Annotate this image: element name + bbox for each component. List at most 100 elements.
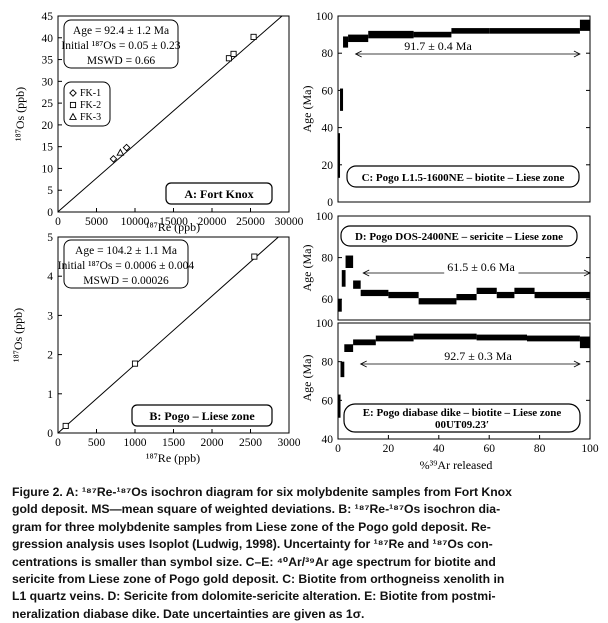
panel-c-y-tick-label: 0 [327, 197, 333, 209]
panel-d-label: D: Pogo DOS-2400NE – sericite – Liese zo… [355, 231, 563, 243]
panel-e-step [375, 335, 414, 342]
panel-b-point [251, 253, 258, 260]
panel-d-step [496, 291, 515, 299]
panel-e-y-tick-label: 100 [316, 318, 334, 330]
panel-b-x-tick-label: 3000 [278, 437, 301, 449]
panel-a-regression-line [57, 15, 283, 213]
panel-e-steps [338, 333, 590, 418]
panel-b-x-label: ¹⁸⁷Re (ppb) [146, 451, 200, 465]
panel-d-steps [338, 255, 590, 312]
panel-e-age-spectrum: 40 60 80 100 0 20 40 60 80 100 92.7 ± 0.3 Ma Age … [300, 318, 599, 470]
panel-c-step [451, 28, 490, 34]
panel-b-x-tick-label: 2000 [201, 437, 224, 449]
panel-c-step [340, 88, 344, 111]
panel-a-point [250, 33, 257, 40]
panel-d-step [345, 255, 354, 268]
legend-fk-3-symbol [69, 112, 77, 120]
panel-e-x-tick-label: 20 [383, 443, 395, 455]
panel-a-x-tick-label: 10000 [121, 216, 150, 228]
panel-c-step [489, 28, 580, 34]
panel-a-isochron-fort-knox: 0 5000 10000 15000 20000 25000 30000 0 5 10 15 20 25… [13, 11, 304, 234]
caption-line: neralization diabase dike. Date uncertai… [12, 606, 365, 621]
panel-e-step [344, 344, 354, 352]
caption-line: gold deposit. MS—mean square of weighted… [12, 502, 501, 517]
panel-b-stats-mswd: MSWD = 0.00026 [83, 275, 169, 287]
panel-c-plateau-label-bg [401, 39, 476, 53]
panel-e-x-tick-label: 80 [534, 443, 546, 455]
panel-d-y-label: Age (Ma) [300, 245, 314, 292]
panel-b-x-tick-label: 500 [88, 437, 106, 449]
panel-e-sublabel: 00UT09.23′ [435, 419, 489, 431]
caption-line: gression analysis uses Isoplot (Ludwig, … [12, 537, 493, 552]
panel-e-x-tick-label: 100 [581, 443, 599, 455]
panel-e-step [579, 336, 590, 349]
panel-c-y-tick-label: 20 [322, 160, 334, 172]
panel-a-y-tick-label: 0 [47, 207, 53, 219]
caption-line: L1 quartz veins. D: Sericite from dolomi… [12, 589, 496, 604]
panel-a-x-tick-label: 30000 [275, 216, 304, 228]
panel-d-step [534, 291, 590, 299]
panel-c-step [348, 34, 369, 43]
panel-d-ticks: 60 80 100 [316, 211, 590, 306]
panel-b-y-tick-label: 4 [47, 271, 53, 283]
panel-c-frame [337, 15, 591, 203]
panel-b-y-tick-label: 2 [47, 350, 53, 362]
panel-a-y-tick-label: 40 [42, 33, 54, 45]
panel-d-y-tick-label: 80 [322, 253, 334, 265]
panel-d-step [514, 287, 535, 294]
panel-a-x-tick-label: 20000 [198, 216, 227, 228]
panel-d-y-tick-label: 100 [316, 211, 334, 223]
panel-b-y-tick-label: 3 [47, 310, 53, 322]
caption-line: gram for three molybdenite samples from … [12, 519, 491, 534]
panel-d-step [456, 294, 477, 301]
panel-e-plateau-label-bg [441, 349, 516, 363]
panel-c-plateau-arrowhead-left [354, 50, 362, 58]
panel-b-stats-initial: Initial ¹⁸⁷Os = 0.0006 ± 0.004 [58, 260, 195, 272]
panel-c-y-tick-label: 80 [322, 48, 334, 60]
panel-d-label-box [340, 225, 578, 247]
panel-b-isochron-pogo: 0 500 1000 1500 2000 2500 3000 0 1 2 3 4 5 ¹⁸⁷Re (pp… [11, 232, 301, 465]
panel-b-stats-age: Age = 104.2 ± 1.1 Ma [75, 245, 177, 257]
legend-fk-1-label: FK-1 [80, 88, 101, 99]
panel-a-x-tick-label: 0 [55, 216, 61, 228]
panel-e-frame [337, 322, 591, 440]
legend-fk-2-label: FK-2 [80, 100, 101, 111]
panel-d-step [360, 289, 389, 297]
panel-e-ticks: 40 60 80 100 0 20 40 60 80 100 [316, 318, 599, 455]
panel-a-y-tick-label: 20 [42, 120, 54, 132]
panel-c-plateau-arrowhead-right [573, 50, 581, 58]
panel-a-stats-age: Age = 92.4 ± 1.2 Ma [73, 25, 169, 37]
panel-e-x-tick-label: 60 [483, 443, 495, 455]
panel-c-step [579, 19, 590, 31]
panel-e-x-tick-label: 40 [433, 443, 445, 455]
panel-a-y-tick-label: 15 [42, 142, 54, 154]
figure-caption: Figure 2. A: ¹⁸⁷Re-¹⁸⁷Os isochron diagra… [12, 484, 598, 623]
panel-b-stats-box [63, 239, 189, 289]
panel-c-step [338, 133, 341, 178]
panel-e-y-tick-label: 60 [322, 395, 334, 407]
panel-e-plateau-arrow [359, 360, 581, 368]
panel-b-y-tick-label: 5 [47, 232, 53, 244]
panel-a-y-tick-label: 25 [42, 98, 54, 110]
panel-b-y-label: ¹⁸⁷Os (ppb) [11, 308, 25, 362]
panel-b-label-box [131, 404, 273, 427]
panel-a-x-tick-label: 15000 [159, 216, 188, 228]
panel-d-step [476, 287, 497, 294]
panel-b-point [131, 360, 139, 367]
panel-a-x-label: ¹⁸⁷Re (ppb) [146, 220, 200, 234]
panel-b-x-tick-label: 0 [55, 437, 61, 449]
panel-d-step [418, 298, 457, 305]
panel-a-points [109, 33, 257, 163]
panel-a-stats-box [63, 19, 179, 69]
panel-c-label-box [346, 165, 580, 188]
panel-e-plateau-age: 92.7 ± 0.3 Ma [444, 349, 512, 363]
legend-fk-3-label: FK-3 [80, 112, 101, 123]
panel-b-y-tick-label: 0 [47, 428, 53, 440]
legend-fk-2-symbol [69, 101, 77, 109]
panel-c-y-tick-label: 40 [322, 123, 334, 135]
panel-c-steps [338, 19, 590, 178]
panel-e-y-tick-label: 40 [322, 434, 334, 446]
panel-e-step [527, 335, 580, 342]
panel-c-y-tick-label: 60 [322, 85, 334, 97]
panel-d-step [388, 291, 419, 299]
